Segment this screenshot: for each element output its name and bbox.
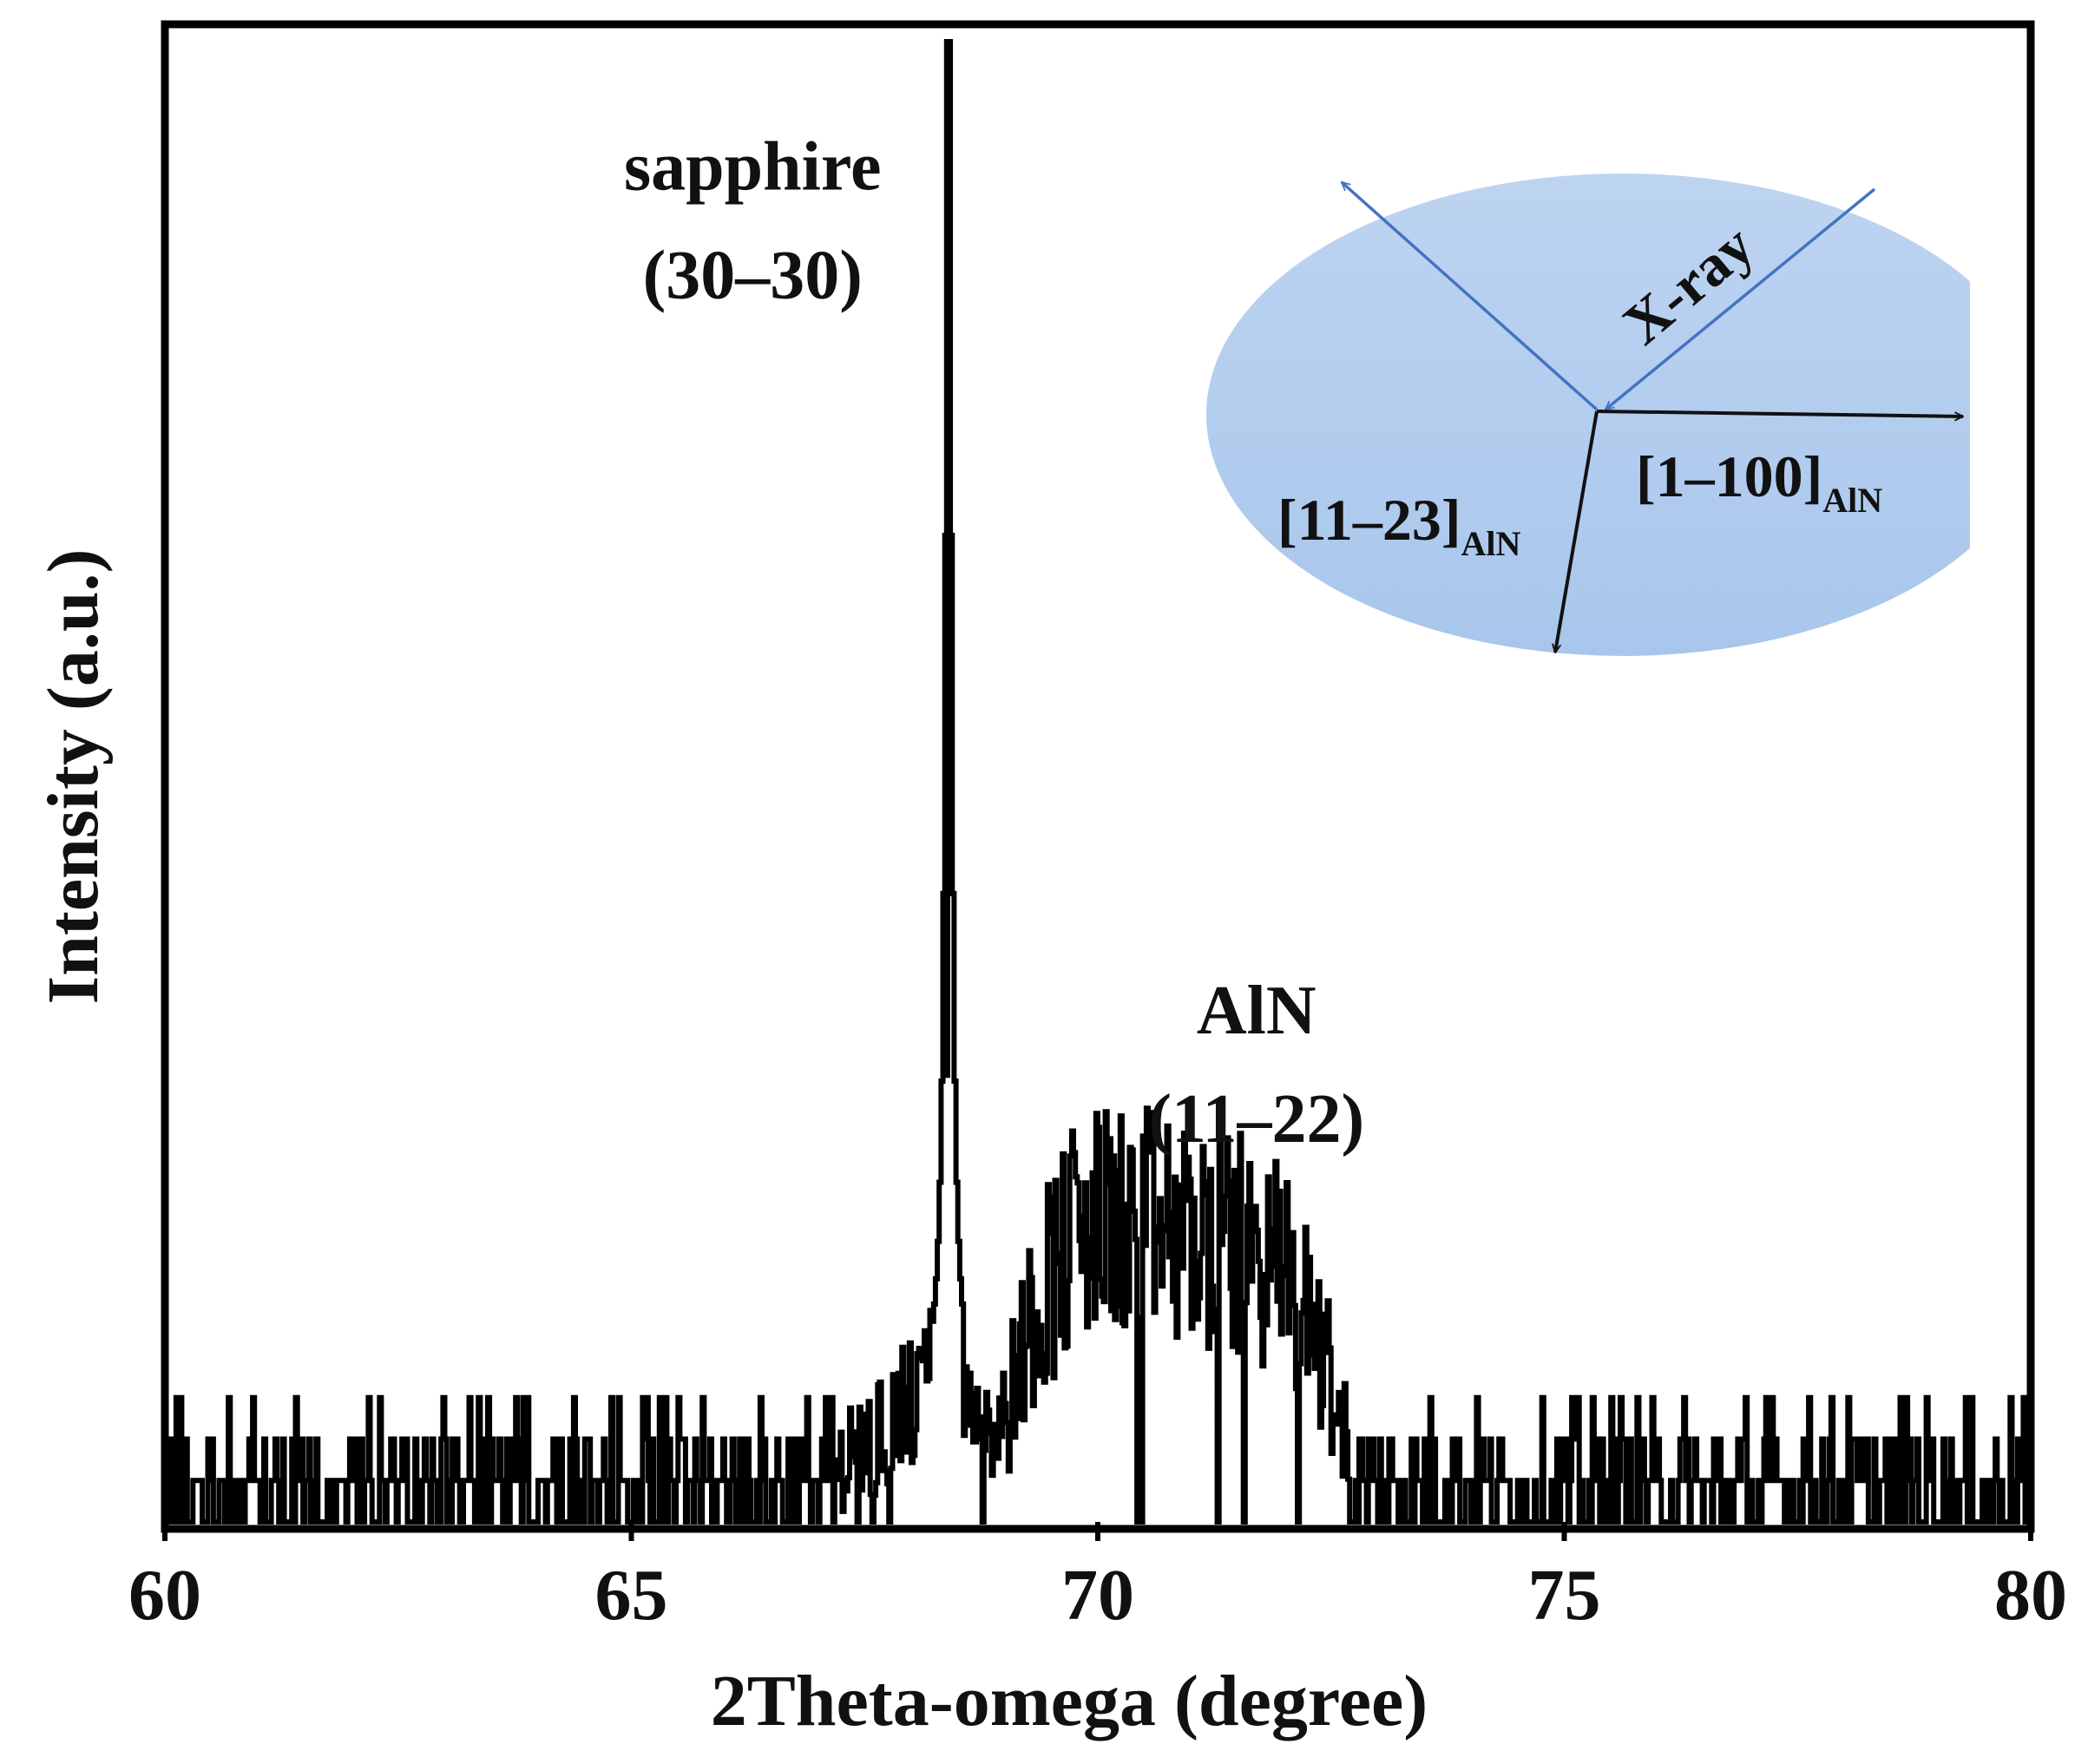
- incident-xray-arrow: [1605, 187, 1876, 411]
- direction-1-100-sub: AlN: [1822, 481, 1882, 520]
- direction-11-23-sub: AlN: [1461, 524, 1521, 563]
- sapphire-label-line-0: sapphire: [624, 129, 881, 206]
- direction-11-23-label: [11–23]AlN: [1277, 487, 1521, 563]
- aln-label-line-0: AlN: [1197, 973, 1316, 1049]
- inset-diagram: X-ray [1–100]AlN [11–23]AlN: [1206, 174, 1970, 656]
- aln-label-line-1: (11–22): [1148, 1081, 1364, 1157]
- direction-11-23-arrow: [1555, 410, 1599, 652]
- aln-label: AlN (11–22): [1148, 973, 1364, 1157]
- direction-1-100-arrow: [1596, 410, 1963, 416]
- direction-1-100-label: [1–100]AlN: [1636, 443, 1882, 520]
- x-axis-title: 2Theta-omega (degree): [711, 1661, 1428, 1741]
- x-tick-label-80: 80: [1994, 1555, 2067, 1636]
- xrd-series-line: [164, 39, 2032, 1525]
- sample-ellipse-highlight: [1206, 174, 1970, 656]
- x-tick-label-70: 70: [1061, 1555, 1134, 1636]
- x-tick-label-65: 65: [595, 1555, 668, 1636]
- peak-annotations: sapphire (30–30) AlN (11–22): [624, 129, 1364, 1157]
- x-tick-label-75: 75: [1528, 1555, 1601, 1636]
- direction-11-23-main: [11–23]: [1277, 487, 1461, 553]
- sapphire-label: sapphire (30–30): [624, 129, 881, 314]
- sapphire-label-line-1: (30–30): [643, 238, 863, 314]
- y-axis-title: Intensity (a.u.): [33, 548, 114, 1004]
- direction-1-100-main: [1–100]: [1636, 443, 1822, 509]
- x-tick-label-60: 60: [128, 1555, 201, 1636]
- x-ticks: 60 65 70 75 80: [128, 1522, 2067, 1636]
- diffracted-xray-arrow: [1342, 182, 1599, 411]
